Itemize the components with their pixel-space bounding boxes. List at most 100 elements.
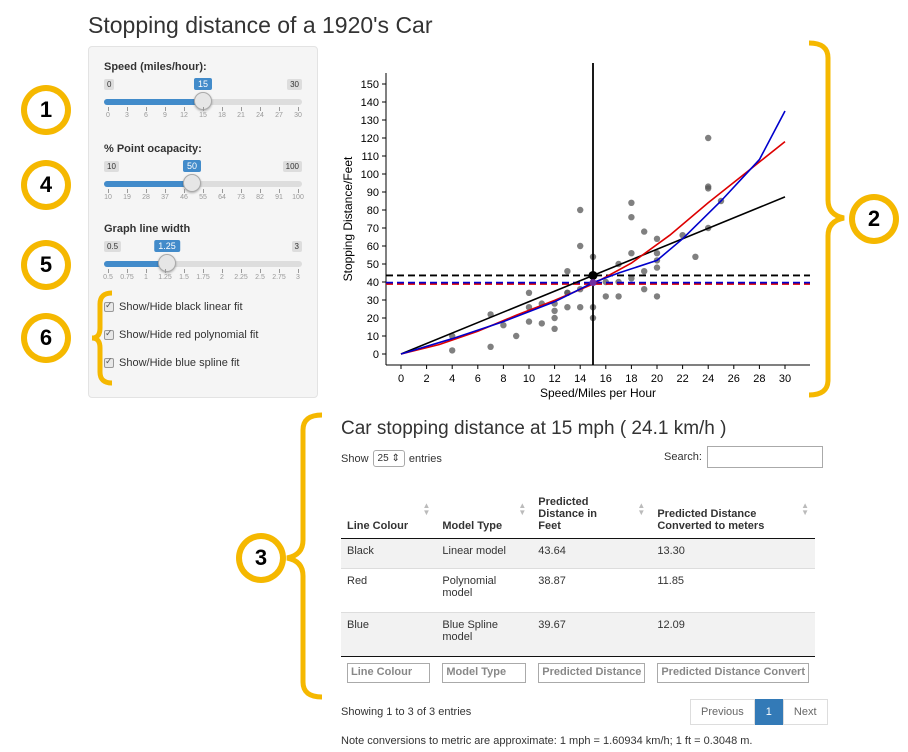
speed-label: Speed (miles/hour):	[104, 61, 207, 73]
checkbox-icon[interactable]	[104, 356, 114, 368]
search-label: Search:	[664, 451, 702, 463]
slider-tick-label: 2	[220, 274, 224, 281]
data-point	[641, 228, 648, 235]
previous-button[interactable]: Previous	[690, 699, 755, 725]
filter-line-colour-input[interactable]: Line Colour	[347, 662, 431, 683]
annotation-badge-6: 6	[21, 313, 71, 363]
entries-select[interactable]: 25 ⇕	[372, 450, 405, 467]
footer-filter-cell: Predicted Distance Convert	[651, 655, 815, 692]
slider-tick-label: 46	[180, 194, 188, 201]
data-point	[577, 242, 584, 250]
opacity-ticks: 10 19 28 37 46 55 64 73 82 91 100	[104, 189, 304, 203]
slider-tick	[279, 269, 280, 273]
conversion-note: Note conversions to metric are approxima…	[341, 735, 753, 747]
x-tick-label: 18	[625, 373, 637, 385]
data-point	[525, 289, 533, 296]
data-point	[628, 275, 635, 282]
y-tick-label: 140	[361, 97, 379, 109]
y-tick-label: 110	[361, 151, 379, 163]
footer-filter-cell: Predicted Distance	[532, 655, 652, 692]
filter-model-type-input[interactable]: Model Type	[442, 662, 527, 683]
slider-tick	[127, 269, 128, 273]
table-cell: 13.30	[651, 537, 815, 568]
entries-length-control: Show 25 ⇕ entries	[341, 450, 442, 467]
slider-tick-label: 24	[256, 112, 264, 119]
speed-min: 0	[104, 79, 115, 90]
column-header-model-type[interactable]: Model Type ▲ ▼	[436, 482, 533, 539]
x-tick-label: 2	[424, 373, 430, 385]
slider-tick-label: 6	[144, 112, 148, 119]
table-row: Black Linear model 43.64 13.30	[341, 537, 815, 568]
linewidth-value: 1.25	[154, 240, 180, 252]
search-control: Search:	[664, 446, 823, 468]
slider-tick	[222, 269, 223, 273]
y-tick-label: 10	[367, 331, 379, 343]
filter-distance-feet-input[interactable]: Predicted Distance	[538, 662, 646, 683]
data-point	[525, 318, 533, 325]
data-point	[653, 235, 661, 242]
checkbox-red-polynomial[interactable]: Show/Hide red polynomial fit	[104, 328, 258, 341]
opacity-handle[interactable]	[183, 174, 201, 192]
x-tick-label: 12	[548, 373, 560, 385]
data-point	[615, 293, 622, 300]
checkbox-blue-spline[interactable]: Show/Hide blue spline fit	[104, 356, 240, 369]
slider-tick-label: 100	[292, 194, 304, 201]
search-input[interactable]	[706, 446, 823, 468]
table-cell: Black	[341, 537, 437, 568]
column-header-distance-feet[interactable]: Predicted Distance in Feet ▲ ▼	[532, 482, 652, 539]
speed-fill	[104, 99, 203, 105]
page-1-button[interactable]: 1	[754, 699, 783, 725]
slider-tick	[241, 189, 242, 193]
annotation-bracket-6	[92, 290, 113, 386]
column-header-line-colour[interactable]: Line Colour ▲ ▼	[341, 482, 437, 539]
opacity-max: 100	[282, 161, 302, 172]
checkbox-icon[interactable]	[104, 328, 114, 340]
pagination: Previous 1 Next	[690, 699, 828, 725]
slider-tick	[241, 107, 242, 111]
slider-tick-label: 1	[144, 274, 148, 281]
x-axis-label: Speed/Miles per Hour	[540, 386, 656, 400]
slider-tick-label: 0.5	[103, 274, 113, 281]
slider-tick	[222, 107, 223, 111]
y-tick-label: 80	[367, 205, 379, 217]
data-point	[551, 314, 558, 322]
checkbox-label: Show/Hide blue spline fit	[119, 357, 240, 369]
filter-distance-meters-input[interactable]: Predicted Distance Convert	[657, 662, 809, 683]
data-point	[538, 320, 545, 327]
slider-tick	[127, 189, 128, 193]
table-cell: 43.64	[532, 537, 652, 568]
checkbox-black-linear[interactable]: Show/Hide black linear fit	[104, 300, 243, 313]
opacity-track[interactable]	[104, 181, 302, 187]
next-button[interactable]: Next	[782, 699, 828, 725]
y-tick-label: 0	[373, 349, 379, 361]
checkbox-icon[interactable]	[104, 300, 114, 312]
annotation-badge-2: 2	[849, 194, 899, 244]
linewidth-handle[interactable]	[158, 254, 176, 272]
opacity-slider-group: % Point ocapacity: 10 100 50 10 19 28 37 46 5…	[104, 143, 304, 201]
updown-icon: ⇕	[391, 453, 400, 464]
slider-tick-label: 0.75	[120, 274, 134, 281]
opacity-min: 10	[104, 161, 119, 172]
x-tick-label: 26	[728, 373, 740, 385]
speed-max: 30	[287, 79, 302, 90]
slider-tick	[108, 269, 109, 273]
data-point	[564, 268, 571, 275]
sort-icon: ▲ ▼	[422, 501, 431, 517]
slider-tick-label: 12	[180, 112, 188, 119]
data-point	[500, 322, 507, 329]
annotation-bracket-3	[286, 412, 323, 700]
column-header-distance-meters[interactable]: Predicted Distance Converted to meters ▲ ▼	[651, 482, 815, 539]
slider-tick	[298, 107, 299, 111]
y-axis-label: Stopping Distance/Feet	[341, 156, 355, 281]
slider-tick-label: 19	[123, 194, 131, 201]
linewidth-ticks: 0.5 0.75 1 1.25 1.5 1.75 2 2.25 2.5 2.75 3	[103, 269, 302, 283]
slider-tick-label: 55	[199, 194, 207, 201]
table-cell: Blue	[341, 611, 437, 656]
y-tick-label: 50	[367, 259, 379, 271]
table-cell: 11.85	[651, 567, 815, 612]
y-tick-label: 40	[367, 277, 379, 289]
linewidth-track[interactable]	[104, 261, 302, 267]
slider-tick-label: 73	[237, 194, 245, 201]
data-point	[513, 332, 520, 340]
